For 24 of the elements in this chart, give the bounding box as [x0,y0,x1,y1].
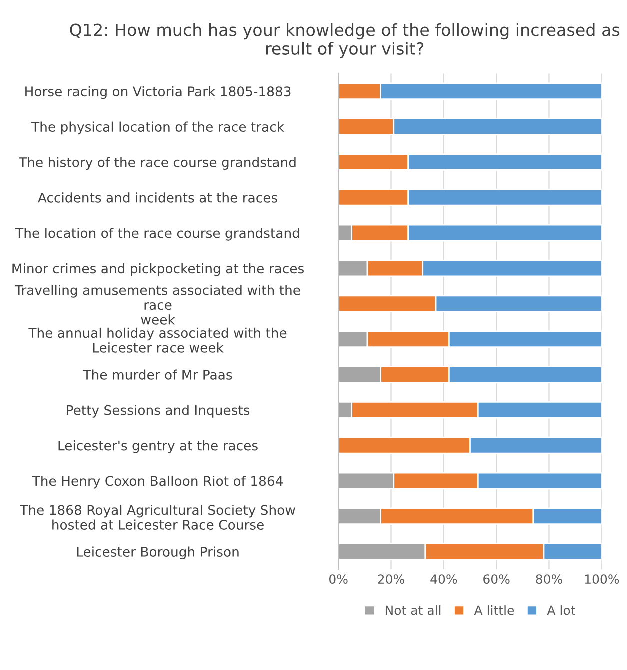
chart-title: Q12: How much has your knowledge of the following increased as result of your visit? [70,23,620,58]
y-tick-label: The location of the race course grandstand [16,228,300,241]
legend-label: A little [474,606,514,616]
legend-label: A lot [547,606,576,616]
x-tick-label: 0% [329,574,348,584]
y-tick-label: Leicester's gentry at the races [58,440,258,454]
y-tick-label: Travelling amusements associated with the race week [15,285,300,325]
x-tick-label: 60% [484,574,510,584]
y-tick-label: The physical location of the race track [31,122,284,135]
y-tick-label: Minor crimes and pickpocketing at the races [12,263,304,276]
x-tick-label: 80% [536,574,562,584]
y-tick-label: The history of the race course grandstand [19,157,296,170]
x-tick-label: 40% [430,574,458,584]
y-tick-label: Leicester Borough Prison [77,546,239,560]
y-tick-label: The annual holiday associated with the Leicester race week [28,328,287,353]
y-tick-label: Horse racing on Victoria Park 1805-1883 [26,86,291,100]
legend-label: Not at all [386,606,441,616]
y-tick-label: The 1868 Royal Agricultural Society Show hosted at Leicester Race Course [20,504,296,530]
y-tick-label: The Henry Coxon Balloon Riot of 1864 [32,476,283,489]
y-tick-label: The murder of Mr Paas [83,370,232,380]
y-tick-label: Petty Sessions and Inquests [67,405,250,418]
x-tick-label: 100% [585,574,620,584]
x-tick-label: 20% [378,574,404,584]
y-tick-label: Accidents and incidents at the races [38,192,278,203]
